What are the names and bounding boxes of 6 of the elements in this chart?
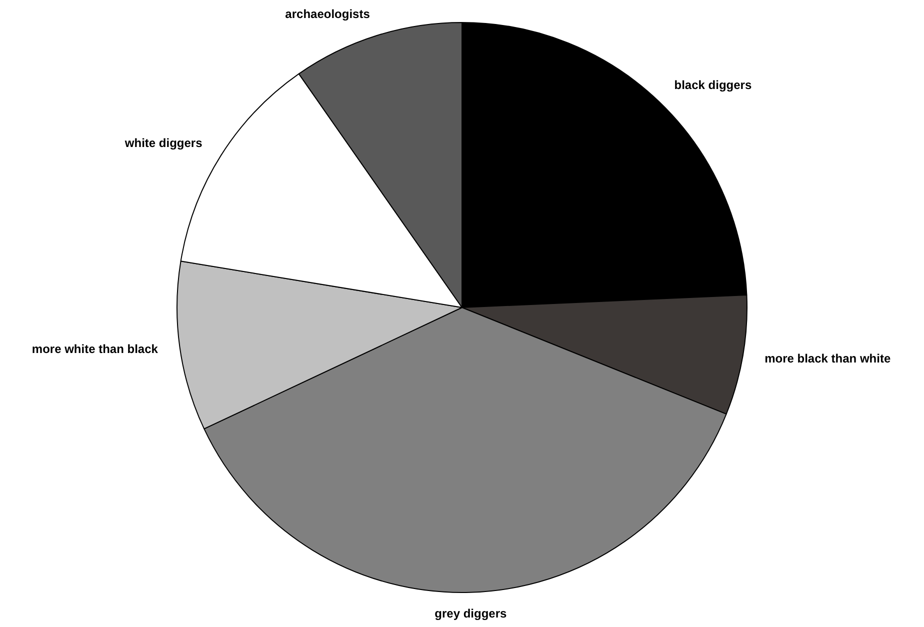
- slice-label: archaeologists: [285, 6, 370, 21]
- slice-label: more white than black: [32, 342, 158, 356]
- slice-label: grey diggers: [434, 606, 508, 621]
- slice-label: white diggers: [124, 136, 203, 150]
- slice-label: more black than white: [764, 352, 891, 366]
- slice-label: black diggers: [674, 78, 752, 92]
